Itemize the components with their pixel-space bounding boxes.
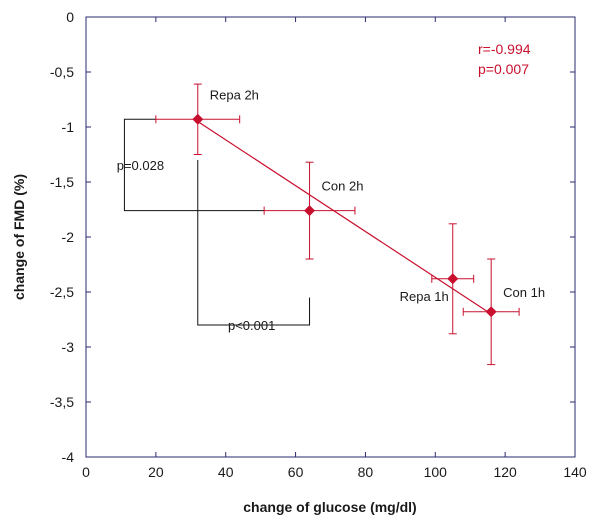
y-tick-label: -2,5 (50, 284, 74, 300)
y-axis-title: change of FMD (%) (11, 174, 27, 300)
y-tick-label: -0,5 (50, 64, 74, 80)
point-label: Repa 2h (210, 87, 259, 102)
x-tick-label: 80 (358, 464, 374, 480)
bracket-line (123, 118, 265, 212)
x-tick-label: 100 (424, 464, 448, 480)
diamond-marker (485, 306, 497, 318)
x-tick-label: 140 (563, 464, 587, 480)
y-tick-label: -4 (62, 449, 75, 465)
x-tick-label: 0 (82, 464, 90, 480)
significance-brackets: p=0.028 p<0.001 (110, 118, 311, 335)
y-tick-label: -1,5 (50, 174, 74, 190)
y-tick-label: 0 (66, 9, 74, 25)
data-points: Repa 2h Con 2h Repa 1h Con 1h (155, 83, 545, 366)
diamond-marker (447, 273, 459, 285)
data-point: Con 1h (462, 258, 545, 366)
x-axis-title: change of glucose (mg/dl) (243, 499, 416, 515)
axis-ticks: 0 20 40 60 80 100 120 140 0 -0,5 -1 -1,5 -2 -2,5 -3 -3,… (50, 9, 587, 480)
y-tick-label: -3 (62, 339, 75, 355)
stat-p: p=0.007 (478, 61, 529, 77)
fit-line (197, 120, 492, 315)
diamond-marker (304, 205, 316, 217)
bracket-label: p=0.028 (117, 158, 164, 173)
y-tick-label: -3,5 (50, 394, 74, 410)
x-tick-label: 40 (218, 464, 234, 480)
y-tick-label: -1 (62, 119, 75, 135)
bracket-line (197, 160, 311, 326)
y-tick-label: -2 (62, 229, 75, 245)
bracket-label: p<0.001 (228, 318, 275, 333)
x-tick-label: 60 (288, 464, 304, 480)
plot-area (85, 16, 576, 458)
point-label: Con 1h (503, 285, 545, 300)
point-label: Con 2h (322, 179, 364, 194)
data-point: Con 2h (263, 161, 364, 260)
x-tick-label: 120 (493, 464, 517, 480)
stat-r: r=-0.994 (478, 41, 531, 57)
bracket-label-bg (110, 155, 173, 175)
data-point: Repa 1h (400, 223, 475, 335)
x-tick-label: 20 (148, 464, 164, 480)
data-point: Repa 2h (155, 83, 259, 155)
diamond-marker (192, 113, 204, 125)
point-label: Repa 1h (400, 289, 449, 304)
regression-line (197, 120, 492, 315)
